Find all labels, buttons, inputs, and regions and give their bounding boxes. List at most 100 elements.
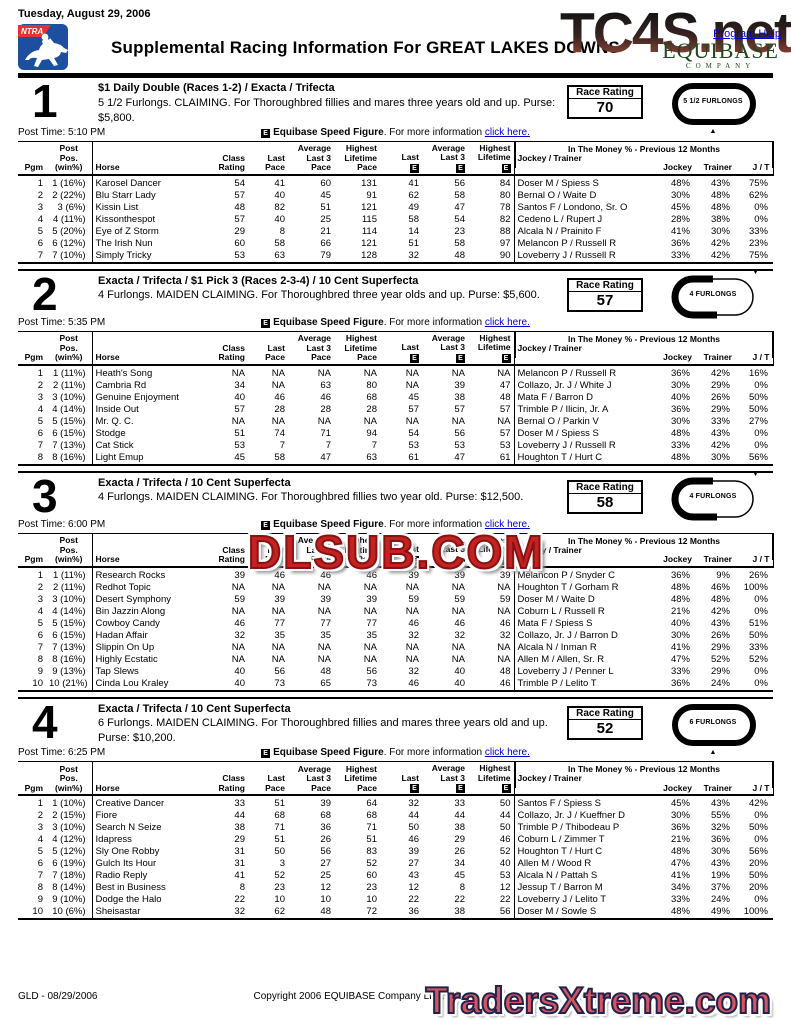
cell-last-e: 53 (408, 439, 419, 451)
cell-high-e: 56 (499, 906, 511, 918)
click-here-link[interactable]: click here. (484, 747, 530, 759)
col-high-e: Highest Lifetime E (477, 763, 511, 794)
cell-avg3-e: 39 (454, 379, 465, 391)
cell-trainer-pct: 24% (710, 677, 730, 689)
cell-high-pace: 72 (366, 906, 377, 918)
col-avg3-pace: Average Last 3 Pace (297, 763, 331, 793)
cell-high-e: 39 (499, 569, 511, 581)
speed-figure-note: E Equibase Speed Figure. For more informa… (18, 746, 773, 759)
cell-pgm: 10 (32, 677, 43, 689)
cell-class-rating: 54 (234, 177, 245, 189)
cell-jockey-pct: 48% (670, 177, 690, 189)
track-icon: 4 FURLONGS ▲ (661, 268, 765, 328)
cell-trainer-pct: 42% (710, 367, 730, 379)
cell-high-e: NA (497, 653, 511, 665)
cell-jockey-pct: 36% (670, 569, 690, 581)
cell-pgm: 1 (37, 798, 43, 810)
col-last-pace: Last Pace (265, 152, 285, 173)
program-help-link[interactable]: Program Help (713, 28, 781, 40)
speed-figure-bold: Equibase Speed Figure (273, 316, 384, 328)
cell-trainer-pct: 26% (710, 629, 730, 641)
race-rating-label: Race Rating (568, 86, 642, 99)
cell-jt-pct: 0% (754, 894, 768, 906)
cell-trainer-pct: 48% (710, 593, 730, 605)
click-here-link[interactable]: click here. (484, 126, 530, 138)
cell-horse: Radio Reply (91, 870, 210, 883)
cell-post-pos: 1 (11%) (52, 569, 86, 581)
cell-high-e: NA (497, 367, 511, 379)
post-time: Post Time: 6:25 PM (18, 747, 106, 759)
cell-high-pace: 56 (366, 665, 377, 677)
cell-last-pace: 68 (274, 810, 285, 822)
cell-class-rating: 22 (234, 894, 245, 906)
col-avg3-pace: Average Last 3 Pace (297, 143, 331, 173)
cell-last-e: 32 (408, 665, 419, 677)
cell-trainer-pct: 42% (710, 605, 730, 617)
cell-avg3-pace: 21 (320, 225, 331, 237)
cell-trainer-pct: 43% (710, 427, 730, 439)
in-the-money-note: Jockey / Trainer (517, 342, 582, 353)
cell-jockey-pct: 33% (670, 249, 690, 261)
cell-jt-pct: 26% (748, 569, 768, 581)
cell-pgm: 9 (37, 665, 43, 677)
speed-figure-rest: . For more information (383, 126, 485, 138)
cell-class-rating: 38 (234, 822, 245, 834)
cell-high-pace: 23 (366, 882, 377, 894)
cell-last-pace: 74 (274, 427, 285, 439)
click-here-link[interactable]: click here. (484, 316, 530, 328)
cell-class-rating: 32 (234, 629, 245, 641)
cell-jockey-trainer: Melancon P / Snyder C (513, 566, 654, 582)
cell-last-e: 32 (408, 249, 419, 261)
cell-avg3-pace: 26 (320, 834, 331, 846)
cell-avg3-e: 38 (454, 391, 465, 403)
horse-row: 7 7 (18%) Radio Reply 41 52 25 60 43 45 … (18, 870, 773, 883)
cell-jt-pct: 0% (754, 605, 768, 617)
cell-post-pos: 6 (15%) (52, 629, 86, 641)
cell-jt-pct: 51% (748, 617, 768, 629)
cell-jockey-trainer: Jessup T / Barron M (513, 882, 654, 895)
cell-avg3-pace: 10 (320, 894, 331, 906)
cell-avg3-pace: NA (317, 653, 331, 665)
cell-class-rating: NA (231, 581, 245, 593)
cell-high-e: 78 (499, 201, 511, 213)
cell-last-pace: 77 (274, 617, 285, 629)
race-wager-types: Exacta / Trifecta / 10 Cent Superfecta (98, 476, 291, 489)
cell-avg3-e: 8 (459, 882, 465, 894)
cell-trainer-pct: 24% (710, 894, 730, 906)
col-high-pace: Highest Lifetime Pace (344, 143, 377, 173)
race-rating-box: Race Rating 57 (567, 277, 643, 312)
cell-jockey-pct: 30% (670, 629, 690, 641)
cell-post-pos: 2 (22%) (52, 189, 86, 201)
race-rating-label: Race Rating (568, 480, 642, 494)
cell-high-e: 40 (499, 858, 511, 870)
cell-avg3-e: 47 (454, 201, 465, 213)
cell-high-e: 88 (499, 225, 511, 237)
click-here-link[interactable]: click here. (484, 518, 530, 530)
horse-row: 6 6 (15%) Stodge 51 74 71 94 54 56 57 Do… (18, 427, 773, 440)
cell-avg3-e: 46 (454, 617, 465, 629)
cell-avg3-pace: 25 (320, 870, 331, 882)
cell-jt-pct: 0% (754, 593, 768, 605)
cell-post-pos: 3 (10%) (52, 391, 86, 403)
cell-post-pos: 3 (10%) (52, 822, 86, 834)
cell-jockey-pct: 36% (670, 237, 690, 249)
e-speed-figure-icon: E (261, 749, 271, 759)
cell-class-rating: 41 (234, 870, 245, 882)
cell-pgm: 4 (37, 834, 43, 846)
cell-avg3-e: NA (451, 415, 465, 427)
speed-figure-note: E Equibase Speed Figure. For more informa… (18, 316, 773, 328)
cell-class-rating: 31 (234, 846, 245, 858)
cell-pgm: 4 (37, 605, 43, 617)
page-footer: GLD - 08/29/2006 Copyright 2006 EQUIBASE… (18, 979, 773, 1022)
cell-last-pace: 51 (274, 834, 285, 846)
horse-row: 7 7 (10%) Simply Tricky 53 63 79 128 32 … (18, 249, 773, 263)
e-badge-icon: E (410, 555, 419, 565)
cell-last-e: 22 (408, 894, 419, 906)
track-marker-icon: ▲ (752, 267, 759, 275)
cell-avg3-pace: 28 (320, 403, 331, 415)
race-rating-value: 70 (596, 99, 614, 116)
cell-post-pos: 6 (15%) (52, 427, 86, 439)
cell-horse: Cowboy Candy (91, 617, 210, 630)
cell-avg3-pace: 12 (320, 882, 331, 894)
